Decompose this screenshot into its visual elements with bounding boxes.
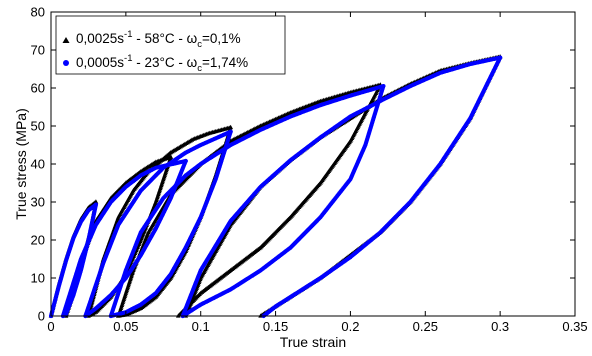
y-tick-label: 70 [31, 43, 45, 58]
legend-marker-triangle-icon [62, 37, 70, 43]
y-tick-label: 20 [31, 233, 45, 248]
legend-marker-circle-icon [63, 60, 69, 66]
cycle-1-loading [48, 202, 99, 319]
cycle-3-loading [83, 129, 233, 319]
cycle-4-unloading [180, 84, 386, 319]
y-tick-label: 0 [38, 309, 45, 324]
legend-label-1: 0,0025s-1 - 58°C - ωc=0,1% [76, 29, 241, 50]
y-tick-label: 10 [31, 271, 45, 286]
legend-label-2: 0,0005s-1 - 23°C - ωc=1,74% [76, 53, 248, 74]
legend-entry-1: 0,0025s-1 - 58°C - ωc=0,1% [62, 29, 241, 50]
y-tick-label: 80 [31, 5, 45, 20]
axes: 0 0.05 0.1 0.15 0.2 0.25 0.3 0.35 0 10 20 30 40 50 60 7… [31, 5, 588, 335]
y-tick-label: 50 [31, 119, 45, 134]
cycle-5-unloading [261, 55, 503, 319]
cycle-5-loading [180, 55, 503, 319]
x-tick-label: 0.15 [263, 319, 288, 334]
legend-entry-2: 0,0005s-1 - 23°C - ωc=1,74% [63, 53, 248, 74]
series-2 [48, 55, 503, 319]
y-tick-label: 40 [31, 157, 45, 172]
data-marks [48, 54, 503, 319]
x-tick-label: 0.25 [413, 319, 438, 334]
y-tick-label: 30 [31, 195, 45, 210]
x-tick-label: 0.05 [113, 319, 138, 334]
y-tick-label: 60 [31, 81, 45, 96]
cycle-3-unloading [108, 129, 233, 319]
legend-box [55, 15, 286, 75]
y-axis-label: True stress (MPa) [13, 108, 29, 220]
legend: 0,0025s-1 - 58°C - ωc=0,1% 0,0005s-1 - 2… [55, 15, 286, 75]
x-tick-label: 0.1 [192, 319, 210, 334]
x-tick-label: 0.3 [491, 319, 509, 334]
cycle-4-loading [108, 84, 386, 319]
x-tick-label: 0.2 [341, 319, 359, 334]
x-axis-label: True strain [280, 334, 346, 350]
x-tick-label: 0.35 [562, 319, 587, 334]
x-tick-label: 0 [47, 319, 54, 334]
